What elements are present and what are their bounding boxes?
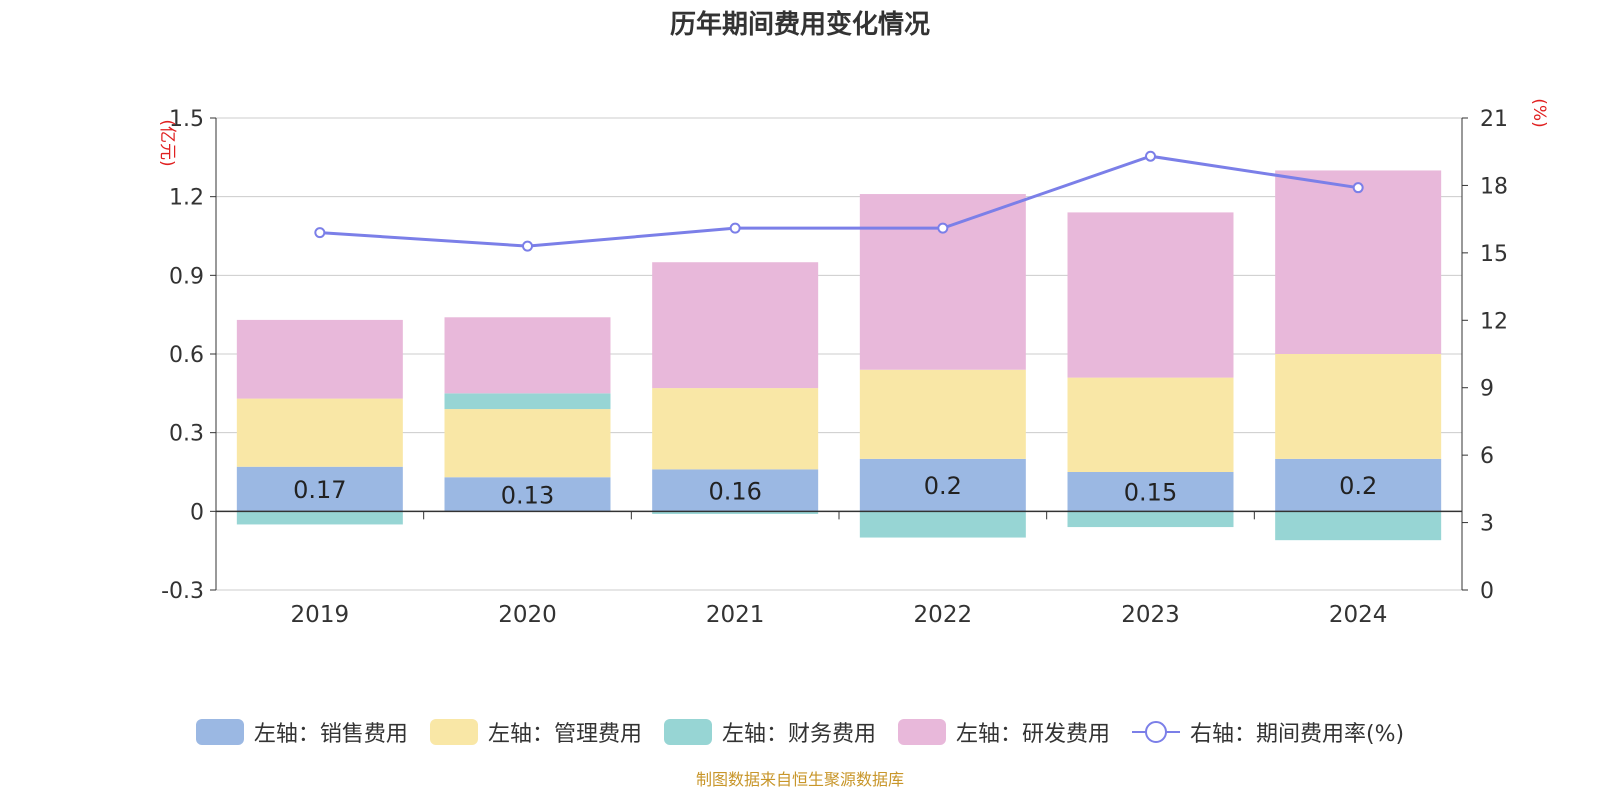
legend-swatch-rate (1131, 719, 1180, 745)
legend-item-sales[interactable]: 左轴：销售费用 (195, 716, 408, 748)
right-axis-unit: (%) (1529, 98, 1549, 127)
bar-sales (859, 458, 1026, 512)
bar-rnd (652, 262, 819, 389)
bar-admin (859, 369, 1026, 459)
legend-label-admin: 左轴：管理费用 (487, 722, 642, 747)
left-axis-unit: (亿元) (157, 119, 177, 166)
right-tick-label: 12 (1480, 309, 1508, 334)
bar-data-label: 0.16 (708, 477, 761, 505)
bar-sales (1275, 458, 1442, 512)
right-tick-label: 18 (1480, 174, 1508, 199)
bar-data-label: 0.17 (293, 476, 346, 504)
legend-label-rate: 右轴：期间费用率(%) (1189, 722, 1405, 747)
legend-item-rnd[interactable]: 左轴：研发费用 (897, 716, 1110, 748)
right-tick-label: 21 (1480, 107, 1508, 132)
chart-canvas: -0.3 0 0.3 0.6 0.9 1.2 1.5 0 3 6 9 12 15 18 21 (亿元) (%) 0… (157, 98, 1549, 628)
bar-data-label: 0.2 (924, 472, 962, 500)
right-tick-label: 6 (1480, 444, 1494, 469)
x-tick-label: 2021 (706, 602, 765, 628)
bar-admin (236, 398, 403, 467)
bar-data-label: 0.13 (501, 481, 554, 509)
bar-rnd (1275, 170, 1442, 354)
legend-item-finance[interactable]: 左轴：财务费用 (663, 716, 876, 748)
bar-admin (444, 409, 611, 478)
bar-rnd (859, 194, 1026, 370)
bar-finance (444, 393, 611, 410)
left-tick-label: 0.6 (169, 343, 204, 368)
bar-finance (859, 511, 1026, 538)
bar-sales (1067, 472, 1234, 512)
rate-point (522, 240, 533, 252)
bar-rnd (1067, 212, 1234, 378)
chart-title: 历年期间费用变化情况 (669, 10, 930, 40)
bar-sales (652, 469, 819, 512)
legend-label-finance: 左轴：财务费用 (721, 722, 876, 747)
left-tick-label: 1.2 (169, 186, 204, 211)
left-tick-label: 0 (190, 500, 204, 525)
bar-data-label: 0.2 (1339, 472, 1377, 500)
legend-swatch-admin (429, 719, 478, 745)
x-tick-label: 2019 (291, 602, 350, 628)
legend-swatch-rnd (897, 719, 946, 745)
bar-rnd (444, 317, 611, 394)
rate-point (937, 222, 949, 234)
bar-finance (1067, 511, 1234, 528)
x-tick-label: 2023 (1121, 602, 1180, 628)
rate-point (1145, 150, 1156, 162)
x-tick-label: 2022 (914, 602, 973, 628)
bar-admin (1067, 377, 1234, 472)
bar-sales (444, 477, 611, 512)
bar-finance (652, 511, 819, 514)
right-tick-label: 15 (1480, 242, 1508, 267)
bar-admin (652, 388, 819, 470)
bar-rnd (236, 319, 403, 399)
legend-label-sales: 左轴：销售费用 (253, 722, 408, 747)
legend-item-admin[interactable]: 左轴：管理费用 (429, 716, 642, 748)
right-tick-label: 0 (1480, 579, 1494, 604)
left-tick-label: 0.3 (169, 422, 204, 447)
x-tick-label: 2020 (498, 602, 557, 628)
x-tick-label: 2024 (1329, 602, 1388, 628)
legend-swatch-finance (663, 719, 712, 745)
bar-finance (1275, 511, 1442, 541)
source-note: 制图数据来自恒生聚源数据库 (695, 770, 904, 789)
legend-item-rate[interactable]: 右轴：期间费用率(%) (1131, 716, 1405, 748)
left-tick-label: -0.3 (161, 579, 204, 604)
bar-data-label: 0.15 (1124, 479, 1177, 507)
right-tick-label: 3 (1480, 512, 1494, 537)
legend: 左轴：销售费用 左轴：管理费用 左轴：财务费用 左轴：研发费用 右轴：期间费用率… (0, 716, 1600, 748)
legend-swatch-sales (195, 719, 244, 745)
bar-sales (236, 466, 403, 512)
right-tick-label: 9 (1480, 377, 1494, 402)
bar-finance (236, 511, 403, 525)
left-tick-label: 0.9 (169, 264, 204, 289)
rate-point (729, 222, 741, 234)
rate-point (1352, 182, 1364, 194)
rate-point (314, 227, 326, 239)
left-tick-label: 1.5 (169, 107, 204, 132)
rate-line (319, 154, 1359, 248)
bar-admin (1275, 354, 1442, 459)
legend-label-rnd: 左轴：研发费用 (955, 722, 1110, 747)
